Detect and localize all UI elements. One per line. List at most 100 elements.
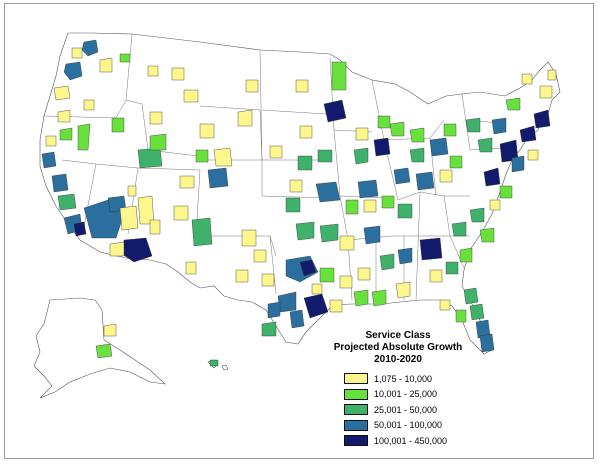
legend-item: 1,075 - 10,000 (344, 371, 478, 387)
metro-area (477, 137, 493, 153)
metro-area (295, 79, 309, 93)
legend-title-line: 2010-2020 (374, 354, 422, 365)
metro-area (103, 323, 117, 337)
metro-area (99, 57, 113, 73)
metro-area (297, 155, 313, 171)
metro-area (363, 225, 381, 245)
metro-area (185, 261, 197, 275)
metro-area (235, 269, 249, 283)
metro-area (285, 197, 301, 213)
legend-swatch (344, 373, 368, 385)
metro-area (83, 99, 95, 111)
legend-title-line: Projected Absolute Growth (333, 342, 463, 353)
metro-area (357, 179, 379, 199)
metro-area (241, 229, 257, 247)
metro-area (199, 123, 215, 139)
metro-area (149, 219, 161, 235)
metro-area (489, 199, 501, 211)
metro-area (299, 125, 313, 139)
legend-label: 25,001 - 50,000 (374, 404, 438, 415)
metro-area (191, 217, 213, 247)
metro-area (237, 109, 253, 127)
metro-area (533, 109, 551, 129)
metro-area (323, 99, 347, 123)
metro-area (289, 309, 305, 329)
metro-area (377, 115, 391, 129)
metro-area (505, 97, 521, 111)
metro-area (111, 117, 125, 133)
metro-area (439, 169, 453, 183)
metro-area (491, 117, 507, 135)
metro-area (73, 221, 87, 237)
metro-area (183, 89, 199, 103)
legend-item: 50,001 - 100,000 (344, 418, 478, 434)
metro-area (519, 125, 537, 143)
legend-item: 25,001 - 50,000 (344, 402, 478, 418)
metro-area (45, 135, 57, 147)
metro-area (171, 67, 185, 81)
metro-area (179, 175, 195, 189)
metro-area (59, 127, 73, 141)
metro-area (119, 53, 131, 63)
metro-area (547, 69, 557, 81)
metro-area (397, 203, 413, 219)
metro-area (381, 195, 395, 209)
map-legend: Service Class Projected Absolute Growth … (318, 330, 478, 449)
legend-title-line: Service Class (365, 330, 431, 341)
metro-area (465, 117, 481, 133)
metro-area (409, 147, 425, 163)
metro-area (363, 199, 377, 213)
metro-area (397, 247, 413, 265)
legend-title: Service Class Projected Absolute Growth … (318, 330, 478, 366)
metro-area (429, 269, 443, 283)
metro-area (331, 61, 347, 91)
metro-area (119, 205, 139, 231)
metro-area (439, 299, 451, 311)
metro-area (289, 179, 303, 193)
metro-area (415, 171, 435, 191)
metro-area (539, 85, 553, 99)
metro-area (499, 185, 513, 199)
metro-area (373, 137, 391, 157)
legend-label: 10,001 - 25,000 (374, 389, 438, 400)
metro-area (77, 123, 91, 151)
metro-area (315, 181, 341, 203)
legend-items: 1,075 - 10,000 10,001 - 25,000 25,001 - … (344, 371, 478, 449)
metro-area (253, 249, 267, 263)
metro-area (95, 343, 113, 359)
metro-area (209, 359, 219, 367)
metro-area (149, 111, 163, 125)
metro-area (469, 303, 485, 321)
legend-item: 10,001 - 25,000 (344, 387, 478, 403)
metro-area (389, 121, 405, 137)
metro-area (147, 65, 159, 77)
metro-area (173, 205, 189, 221)
metro-area (319, 267, 335, 283)
metro-area (371, 289, 387, 307)
metro-area (261, 273, 275, 287)
metro-area (339, 275, 353, 289)
metro-area (449, 155, 463, 169)
metro-area (57, 193, 77, 211)
metro-area (317, 149, 333, 163)
legend-swatch (344, 419, 368, 431)
metro-areas (41, 39, 557, 367)
metro-area (395, 281, 411, 299)
legend-label: 50,001 - 100,000 (374, 420, 443, 431)
legend-item: 100,001 - 450,000 (344, 433, 478, 449)
metro-area (463, 287, 479, 305)
metro-area (393, 167, 411, 185)
metro-area (455, 309, 467, 323)
metro-area (51, 173, 69, 193)
metro-area (295, 221, 315, 241)
legend-swatch (344, 435, 368, 447)
metro-area (527, 149, 539, 161)
metro-area (511, 155, 525, 173)
metro-area (81, 39, 99, 57)
metro-area (71, 47, 83, 59)
legend-label: 1,075 - 10,000 (374, 373, 433, 384)
metro-area (213, 147, 233, 167)
metro-area (149, 133, 167, 151)
metro-area (109, 241, 125, 257)
metro-area (459, 247, 473, 263)
